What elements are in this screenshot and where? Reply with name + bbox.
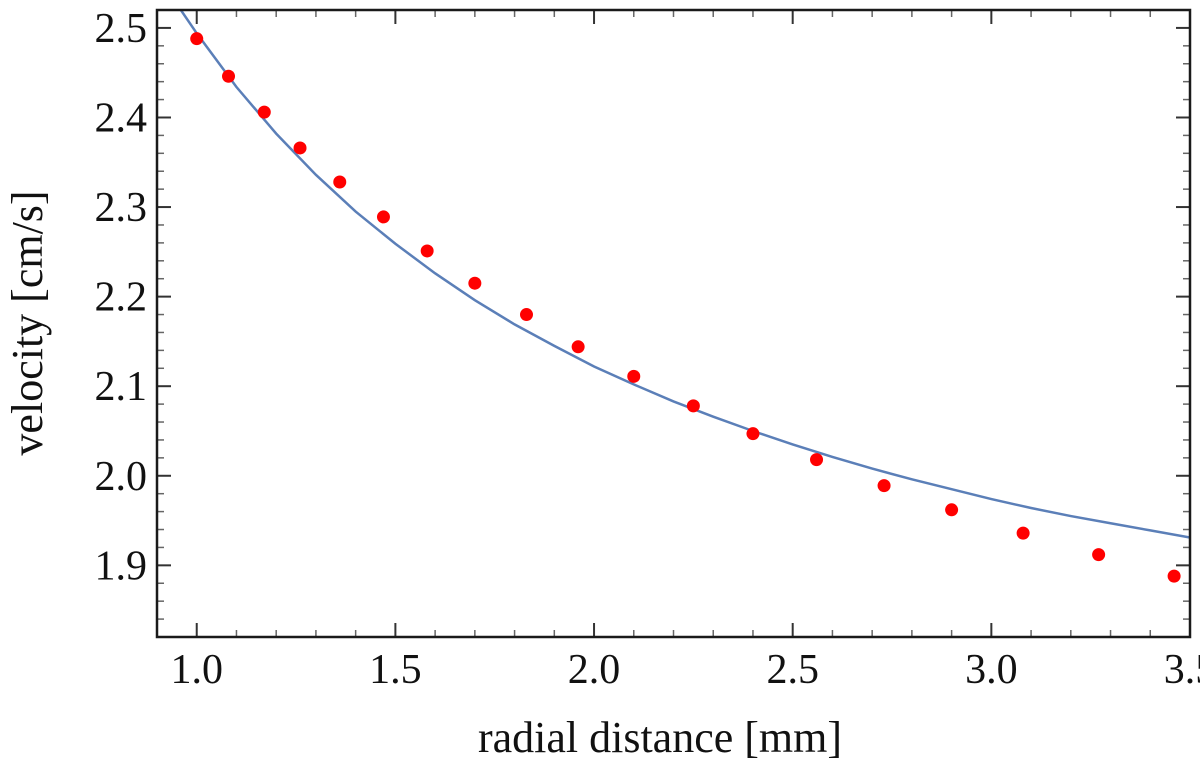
x-tick-label: 2.0 bbox=[568, 647, 621, 693]
data-points bbox=[190, 32, 1181, 583]
data-point bbox=[686, 399, 700, 413]
data-point bbox=[746, 427, 760, 441]
major-ticks bbox=[157, 10, 1191, 637]
data-point bbox=[190, 32, 204, 46]
y-tick-label: 2.4 bbox=[95, 95, 148, 141]
y-tick-label: 2.0 bbox=[95, 454, 148, 500]
x-tick-label: 2.5 bbox=[766, 647, 819, 693]
data-point bbox=[810, 453, 824, 467]
plot-background bbox=[157, 10, 1190, 637]
x-tick-label: 1.0 bbox=[170, 647, 223, 693]
y-tick-label: 2.1 bbox=[95, 364, 148, 410]
y-tick-label: 2.3 bbox=[95, 185, 148, 231]
y-tick-label: 1.9 bbox=[95, 543, 148, 589]
series-line-model bbox=[179, 10, 1190, 539]
data-point bbox=[877, 479, 891, 493]
y-axis-label: velocity [cm/s] bbox=[3, 190, 52, 455]
data-point bbox=[293, 141, 307, 155]
data-point bbox=[945, 503, 959, 517]
data-point bbox=[468, 276, 482, 290]
y-tick-label: 2.2 bbox=[95, 275, 148, 321]
x-tick-label: 3.5 bbox=[1164, 647, 1200, 693]
y-tick-label: 2.5 bbox=[95, 6, 148, 52]
plot-frame bbox=[155, 8, 1192, 639]
data-point bbox=[1016, 526, 1030, 540]
x-tick-label: 3.0 bbox=[965, 647, 1018, 693]
data-point bbox=[519, 308, 533, 322]
data-point bbox=[333, 175, 347, 189]
x-tick-labels: 1.0 1.5 2.0 2.5 3.0 3.5 bbox=[170, 647, 1200, 693]
data-point bbox=[222, 69, 236, 83]
y-tick-labels: 1.9 2.0 2.1 2.2 2.3 2.4 2.5 bbox=[95, 6, 148, 589]
x-tick-label: 1.5 bbox=[369, 647, 422, 693]
data-point bbox=[627, 369, 641, 383]
x-axis-label: radial distance [mm] bbox=[478, 713, 842, 762]
data-point bbox=[1167, 569, 1181, 583]
data-point bbox=[571, 340, 585, 354]
data-point bbox=[420, 244, 434, 258]
data-point bbox=[376, 210, 390, 224]
data-point bbox=[1092, 548, 1106, 562]
data-point bbox=[257, 105, 271, 119]
